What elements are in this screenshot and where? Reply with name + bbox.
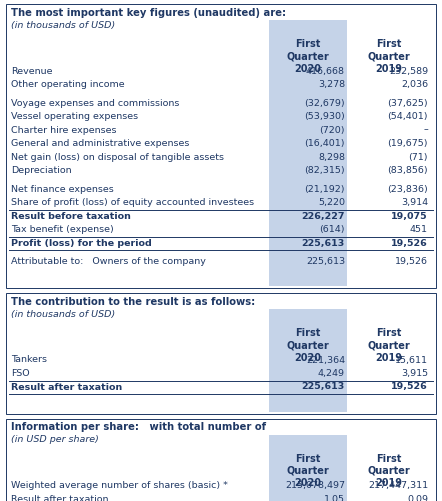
Text: (82,315): (82,315) — [305, 166, 345, 175]
Text: 226,227: 226,227 — [301, 211, 345, 220]
Bar — [269, 434, 347, 501]
Text: 225,613: 225,613 — [302, 382, 345, 391]
Text: (614): (614) — [320, 225, 345, 234]
Text: Tax benefit (expense): Tax benefit (expense) — [11, 225, 114, 234]
Bar — [269, 20, 347, 286]
Text: Weighted average number of shares (basic) *: Weighted average number of shares (basic… — [11, 481, 228, 490]
Text: (71): (71) — [408, 152, 428, 161]
Text: (in thousands of USD): (in thousands of USD) — [11, 21, 115, 30]
Text: First
Quarter
2020: First Quarter 2020 — [286, 39, 329, 74]
Text: Net finance expenses: Net finance expenses — [11, 184, 114, 193]
Text: 217,447,311: 217,447,311 — [368, 481, 428, 490]
Text: 5,220: 5,220 — [318, 198, 345, 207]
Text: Vessel operating expenses: Vessel operating expenses — [11, 112, 138, 121]
Text: Profit (loss) for the period: Profit (loss) for the period — [11, 238, 152, 247]
Text: First
Quarter
2019: First Quarter 2019 — [367, 453, 410, 488]
Text: General and administrative expenses: General and administrative expenses — [11, 139, 189, 148]
Text: 225,613: 225,613 — [306, 257, 345, 266]
Text: Depreciation: Depreciation — [11, 166, 72, 175]
Text: 3,278: 3,278 — [318, 80, 345, 89]
Text: Share of profit (loss) of equity accounted investees: Share of profit (loss) of equity account… — [11, 198, 254, 207]
Text: 19,526: 19,526 — [391, 238, 428, 247]
Text: 0.09: 0.09 — [407, 494, 428, 501]
Text: First
Quarter
2019: First Quarter 2019 — [367, 39, 410, 74]
Text: (83,856): (83,856) — [387, 166, 428, 175]
Text: (19,675): (19,675) — [388, 139, 428, 148]
Text: 221,364: 221,364 — [306, 356, 345, 365]
Text: FSO: FSO — [11, 369, 30, 378]
Text: 1.05: 1.05 — [324, 494, 345, 501]
Text: 8,298: 8,298 — [318, 152, 345, 161]
Text: 225,613: 225,613 — [302, 238, 345, 247]
Text: Result before taxation: Result before taxation — [11, 211, 131, 220]
Text: Result after taxation: Result after taxation — [11, 494, 108, 501]
Text: (720): (720) — [320, 125, 345, 134]
Text: (16,401): (16,401) — [305, 139, 345, 148]
Text: (in USD per share): (in USD per share) — [11, 435, 99, 444]
Text: (in thousands of USD): (in thousands of USD) — [11, 310, 115, 319]
Text: 2,036: 2,036 — [401, 80, 428, 89]
Text: Tankers: Tankers — [11, 356, 47, 365]
Text: Voyage expenses and commissions: Voyage expenses and commissions — [11, 99, 179, 108]
Text: 451: 451 — [410, 225, 428, 234]
Text: 416,668: 416,668 — [306, 67, 345, 76]
Text: 19,075: 19,075 — [391, 211, 428, 220]
Bar — [6, 293, 436, 413]
Text: First
Quarter
2020: First Quarter 2020 — [286, 453, 329, 488]
Text: (21,192): (21,192) — [305, 184, 345, 193]
Text: 19,526: 19,526 — [391, 382, 428, 391]
Text: Revenue: Revenue — [11, 67, 53, 76]
Text: (54,401): (54,401) — [388, 112, 428, 121]
Bar — [269, 309, 347, 411]
Bar — [6, 418, 436, 501]
Text: (23,836): (23,836) — [387, 184, 428, 193]
Text: The most important key figures (unaudited) are:: The most important key figures (unaudite… — [11, 8, 286, 18]
Text: Other operating income: Other operating income — [11, 80, 125, 89]
Text: The contribution to the result is as follows:: The contribution to the result is as fol… — [11, 297, 255, 307]
Text: Charter hire expenses: Charter hire expenses — [11, 125, 117, 134]
Text: 4,249: 4,249 — [318, 369, 345, 378]
Text: 215,078,497: 215,078,497 — [285, 481, 345, 490]
Text: (37,625): (37,625) — [387, 99, 428, 108]
Text: 3,914: 3,914 — [401, 198, 428, 207]
Text: Attributable to:   Owners of the company: Attributable to: Owners of the company — [11, 257, 206, 266]
Text: Result after taxation: Result after taxation — [11, 382, 122, 391]
Text: 15,611: 15,611 — [395, 356, 428, 365]
Bar — [6, 4, 436, 288]
Text: Information per share:   with total number of: Information per share: with total number… — [11, 422, 266, 432]
Text: 3,915: 3,915 — [401, 369, 428, 378]
Text: –: – — [423, 125, 428, 134]
Text: Net gain (loss) on disposal of tangible assets: Net gain (loss) on disposal of tangible … — [11, 152, 224, 161]
Text: (32,679): (32,679) — [305, 99, 345, 108]
Text: First
Quarter
2020: First Quarter 2020 — [286, 328, 329, 363]
Text: 232,589: 232,589 — [389, 67, 428, 76]
Text: 19,526: 19,526 — [395, 257, 428, 266]
Text: (53,930): (53,930) — [304, 112, 345, 121]
Text: First
Quarter
2019: First Quarter 2019 — [367, 328, 410, 363]
